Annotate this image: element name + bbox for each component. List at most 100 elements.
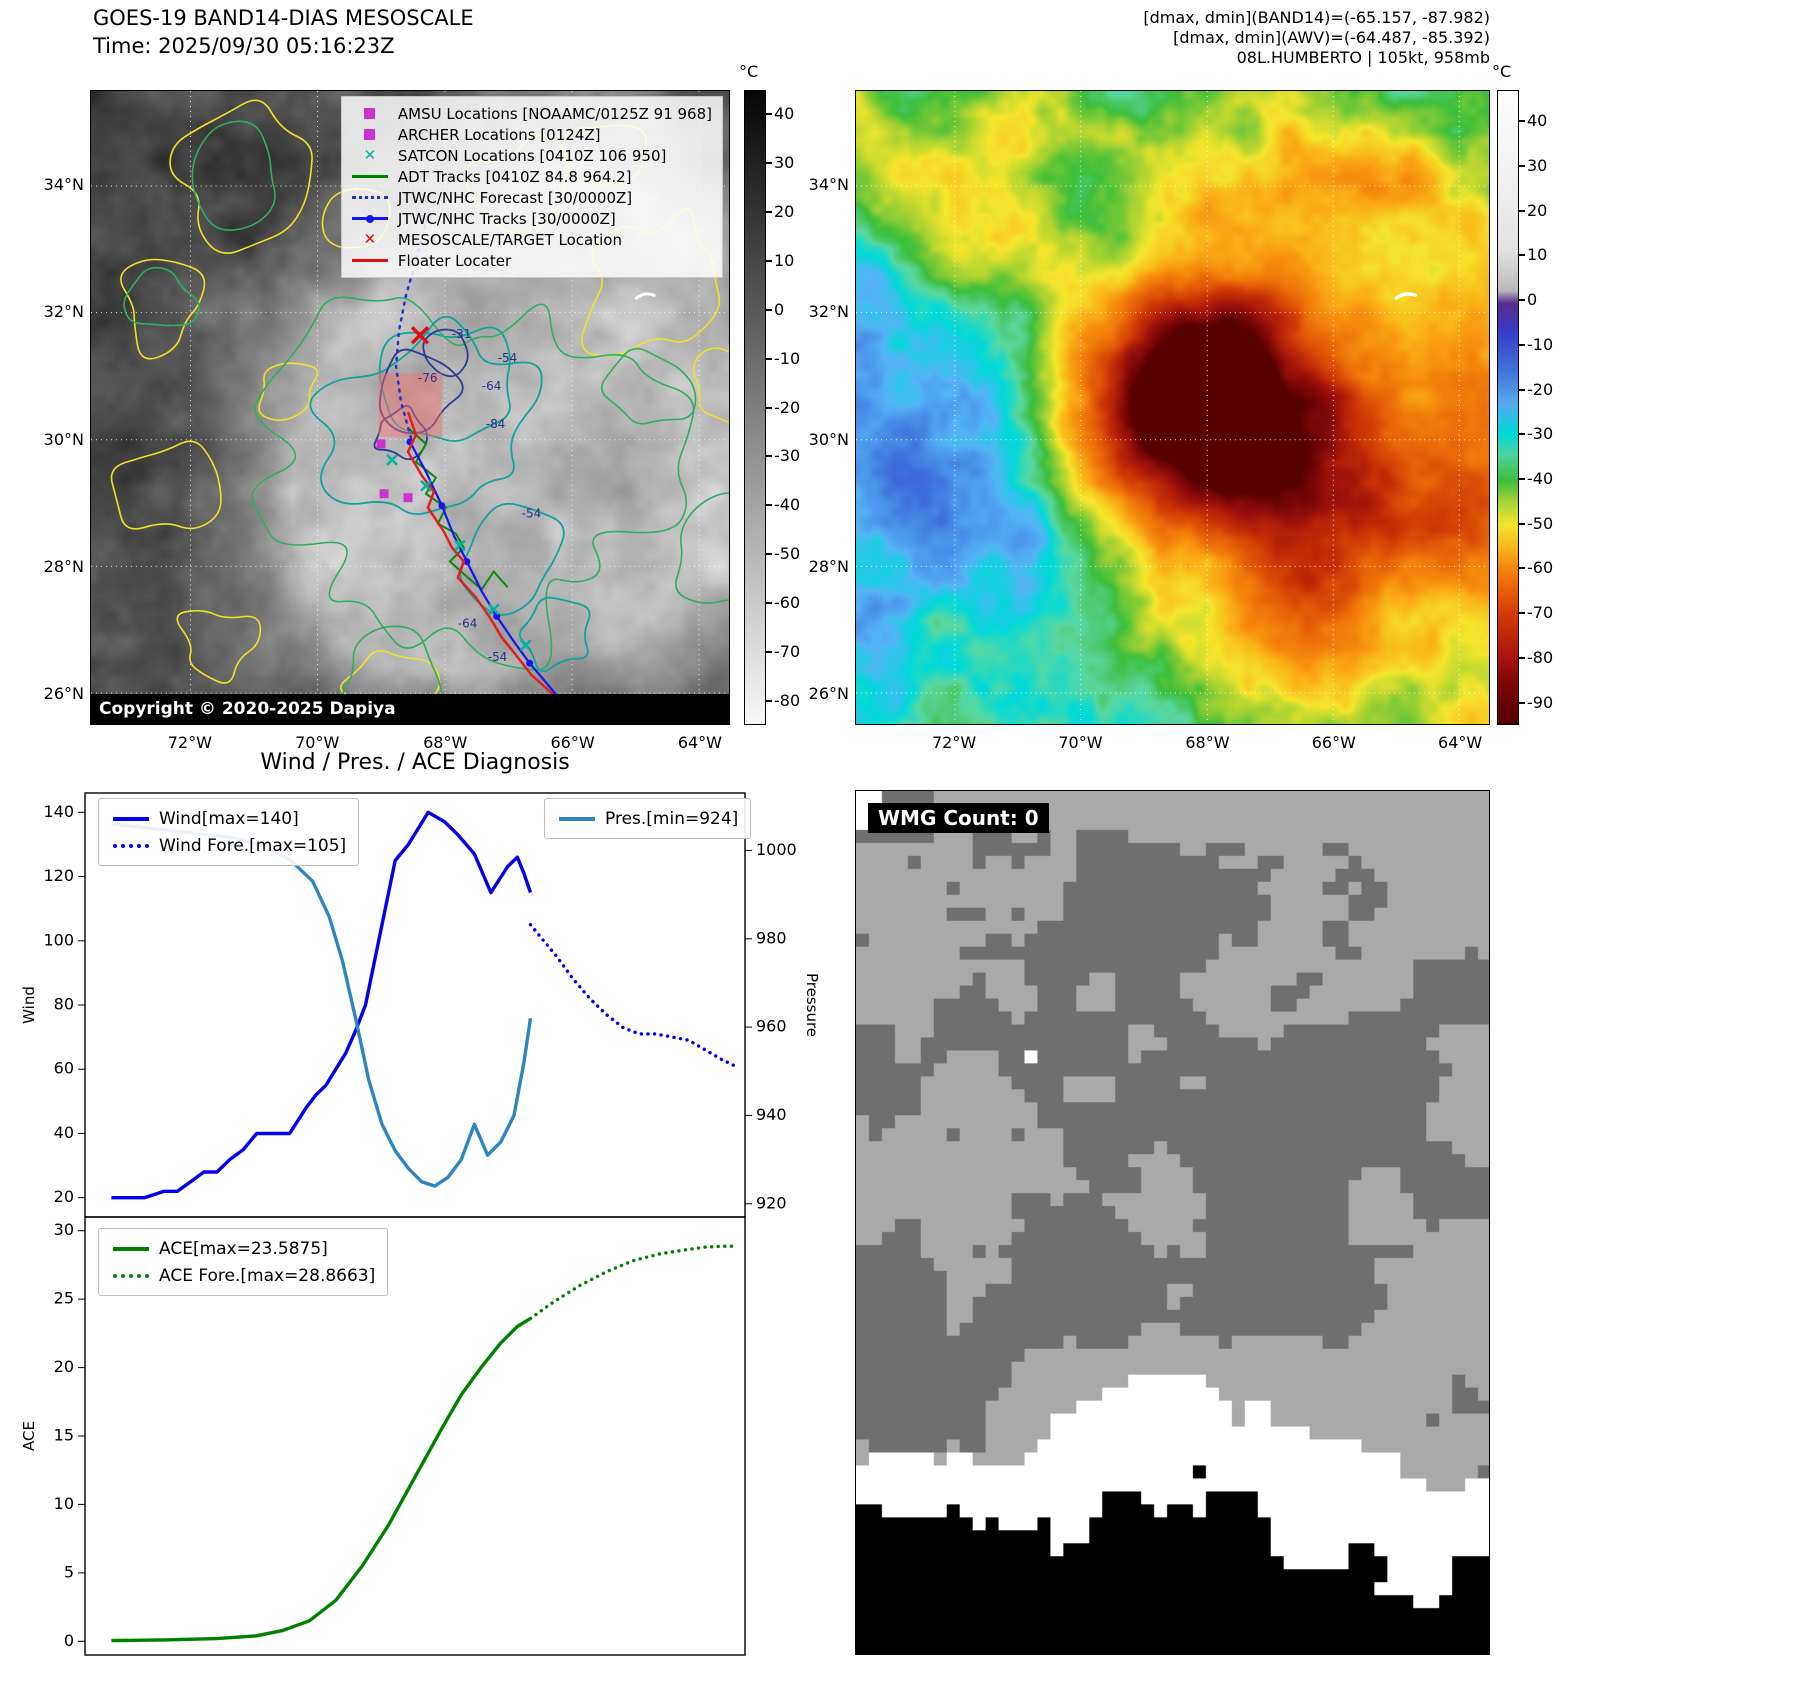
legend-item: ACE Fore.[max=28.8663] [111, 1262, 375, 1289]
dmax-dmin-awv: [dmax, dmin](AWV)=(-64.487, -85.392) [1173, 28, 1490, 47]
colorbar-tick-label: -80 [1527, 647, 1554, 667]
legend-item: ARCHER Locations [0124Z] [348, 124, 712, 145]
legend-item: JTWC/NHC Tracks [30/0000Z] [348, 208, 712, 229]
panel1-subtitle: Time: 2025/09/30 05:16:23Z [93, 34, 395, 58]
lat-tick-label: 30°N [43, 429, 84, 449]
legend-item: JTWC/NHC Forecast [30/0000Z] [348, 187, 712, 208]
y-tick-label: 100 [43, 930, 74, 949]
solid-line-icon [557, 816, 597, 821]
lon-tick-label: 70°W [295, 733, 340, 752]
colorbar-tick-label: -60 [774, 592, 801, 612]
map-legend: AMSU Locations [NOAAMC/0125Z 91 968] ARCH… [340, 96, 723, 278]
colorbar-tickmark [1519, 522, 1525, 525]
lon-tick-label: 70°W [1058, 733, 1103, 752]
legend-label: ACE[max=23.5875] [159, 1238, 328, 1259]
lon-tick-label: 72°W [167, 733, 212, 752]
wind-legend: Wind[max=140] Wind Fore.[max=105] [98, 798, 360, 866]
latlon-grid [856, 91, 1489, 724]
colorbar-tickmark [766, 699, 772, 702]
enhanced-ir-overlay [856, 91, 1489, 724]
rainbow-colorbar [1497, 90, 1519, 725]
legend-item: ACE[max=23.5875] [111, 1235, 375, 1262]
colorbar-tickmark [766, 357, 772, 360]
colorbar-tickmark [1519, 120, 1525, 123]
legend-label: ADT Tracks [0410Z 84.8 964.2] [397, 167, 632, 186]
lon-tick-label: 68°W [423, 733, 468, 752]
y-tick-label: 120 [43, 866, 74, 885]
colorbar-tickmark [766, 650, 772, 653]
y-tick-label: 60 [54, 1059, 74, 1078]
colorbar-tickmark [766, 259, 772, 262]
wmg-count-label: WMG Count: 0 [868, 803, 1049, 833]
colorbar-tickmark [766, 211, 772, 214]
colorbar-tickmark [1519, 254, 1525, 257]
svg-text:-84: -84 [486, 417, 506, 431]
lon-tick-label: 66°W [550, 733, 595, 752]
colorbar-tickmark [766, 553, 772, 556]
dotted-line-icon [111, 1273, 151, 1278]
line-dot-marker-icon [348, 214, 392, 223]
colorbar-tick-label: -40 [1527, 469, 1554, 489]
legend-item: AMSU Locations [NOAAMC/0125Z 91 968] [348, 103, 712, 124]
y-tick-label: 30 [54, 1220, 74, 1239]
colorbar-tick-label: -10 [1527, 334, 1554, 354]
band14-satellite-map: -31 -54 -76 -64 -84 -54 -64 -54 AMSU Locations … [90, 90, 730, 725]
x-marker-icon: ✕ [363, 230, 377, 248]
lat-tick-label: 32°N [808, 302, 849, 322]
diagnosis-chart-title: Wind / Pres. / ACE Diagnosis [260, 750, 570, 775]
y-axis-label: Wind [20, 986, 38, 1024]
enhanced-ir-image [856, 91, 1489, 724]
colorbar-tickmark [766, 113, 772, 116]
amsu-archer-markers [376, 439, 413, 503]
lon-tick-label: 68°W [1185, 733, 1230, 752]
y-tick-label-right: 980 [756, 928, 787, 947]
dmax-dmin-band14: [dmax, dmin](BAND14)=(-65.157, -87.982) [1143, 8, 1490, 27]
lon-tick-label: 64°W [677, 733, 722, 752]
legend-item: Wind[max=140] [111, 805, 346, 832]
legend-item: ✕ MESOSCALE/TARGET Location [348, 229, 712, 250]
lat-tick-label: 34°N [808, 175, 849, 195]
y-tick-label: 80 [54, 995, 74, 1014]
colorbar-tick-label: -40 [774, 495, 801, 515]
dotted-marker-icon [348, 196, 392, 199]
colorbar-tickmark [766, 308, 772, 311]
land-mark [634, 292, 656, 300]
enhanced-ir-map [855, 90, 1490, 725]
colorbar-tick-label: -10 [774, 348, 801, 368]
lon-tick-label: 66°W [1311, 733, 1356, 752]
series-line [111, 1316, 532, 1643]
svg-text:-31: -31 [452, 327, 472, 341]
ace-chart: 30 25 20 15 10 5 0 ACE [20, 1216, 746, 1656]
legend-item: Wind Fore.[max=105] [111, 832, 346, 859]
colorbar1-unit: °C [739, 62, 759, 81]
dotted-line-icon [111, 843, 151, 848]
series-line [111, 810, 533, 1200]
colorbar-tickmark [1519, 656, 1525, 659]
svg-text:-54: -54 [498, 351, 518, 365]
colorbar-tick-label: 0 [774, 299, 785, 319]
solid-line-icon [111, 1246, 151, 1251]
y-tick-label: 20 [54, 1357, 74, 1376]
land-mark [1394, 292, 1417, 301]
colorbar-tick-label: 40 [1527, 111, 1548, 131]
colorbar-tick-label: 20 [1527, 200, 1548, 220]
x-marker-icon: ✕ [363, 146, 377, 164]
panel1-title: GOES-19 BAND14-DIAS MESOSCALE [93, 6, 474, 30]
svg-text:-64: -64 [458, 616, 478, 630]
grayscale-colorbar [744, 90, 766, 725]
wmg-image [856, 791, 1489, 1654]
colorbar-tick-label: 20 [774, 202, 795, 222]
colorbar-tickmark [1519, 209, 1525, 212]
colorbar-tick-label: 0 [1527, 290, 1538, 310]
series-line [111, 822, 533, 1188]
colorbar-tick-label: -70 [774, 641, 801, 661]
colorbar-tickmark [1519, 567, 1525, 570]
legend-item: ✕ SATCON Locations [0410Z 106 950] [348, 145, 712, 166]
lat-tick-label: 28°N [808, 556, 849, 576]
colorbar-tickmark [1519, 299, 1525, 302]
legend-label: Floater Locater [397, 251, 512, 270]
colorbar-tick-label: 30 [1527, 156, 1548, 176]
legend-label: JTWC/NHC Forecast [30/0000Z] [397, 188, 633, 207]
copyright-strip: Copyright © 2020-2025 Dapiya [91, 694, 729, 724]
